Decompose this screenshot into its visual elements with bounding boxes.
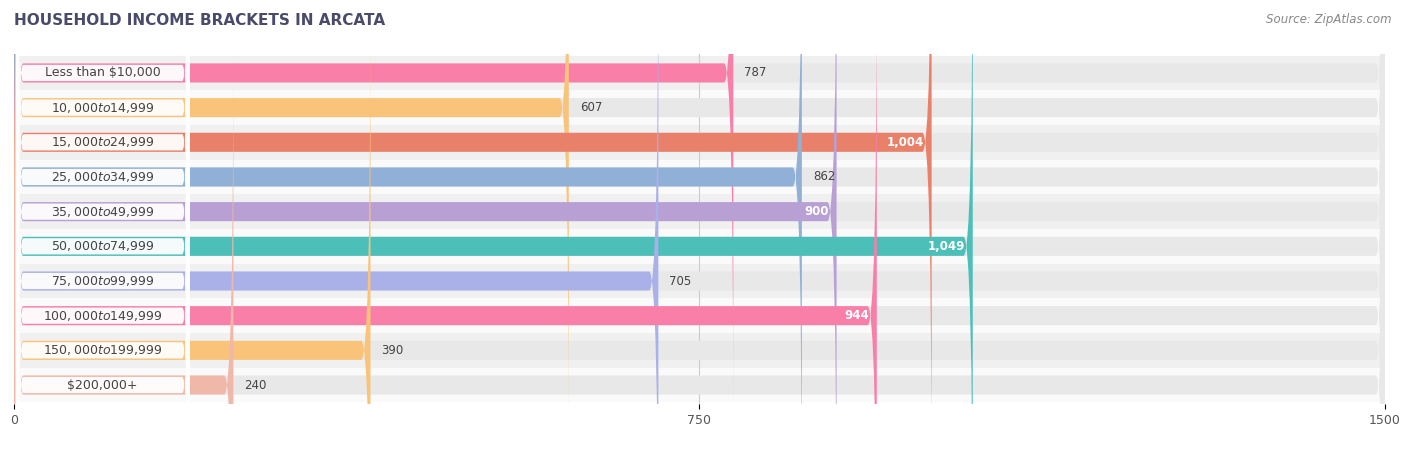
FancyBboxPatch shape — [14, 0, 1385, 449]
FancyBboxPatch shape — [14, 298, 1385, 333]
FancyBboxPatch shape — [15, 0, 190, 449]
Text: $15,000 to $24,999: $15,000 to $24,999 — [51, 135, 155, 150]
Text: 900: 900 — [804, 205, 830, 218]
Text: $25,000 to $34,999: $25,000 to $34,999 — [51, 170, 155, 184]
FancyBboxPatch shape — [14, 333, 1385, 368]
FancyBboxPatch shape — [15, 116, 190, 449]
Text: $35,000 to $49,999: $35,000 to $49,999 — [51, 205, 155, 219]
Text: 1,049: 1,049 — [928, 240, 966, 253]
FancyBboxPatch shape — [14, 90, 1385, 125]
FancyBboxPatch shape — [15, 12, 190, 449]
FancyBboxPatch shape — [14, 0, 837, 449]
FancyBboxPatch shape — [14, 0, 932, 449]
FancyBboxPatch shape — [14, 0, 877, 449]
FancyBboxPatch shape — [14, 48, 1385, 449]
FancyBboxPatch shape — [15, 0, 190, 446]
Text: 240: 240 — [245, 379, 267, 392]
FancyBboxPatch shape — [14, 194, 1385, 229]
FancyBboxPatch shape — [14, 0, 801, 449]
FancyBboxPatch shape — [15, 81, 190, 449]
FancyBboxPatch shape — [14, 13, 1385, 449]
FancyBboxPatch shape — [14, 0, 1385, 449]
Text: $75,000 to $99,999: $75,000 to $99,999 — [51, 274, 155, 288]
FancyBboxPatch shape — [14, 0, 569, 445]
Text: HOUSEHOLD INCOME BRACKETS IN ARCATA: HOUSEHOLD INCOME BRACKETS IN ARCATA — [14, 13, 385, 28]
FancyBboxPatch shape — [14, 264, 1385, 298]
FancyBboxPatch shape — [14, 0, 973, 449]
Text: $200,000+: $200,000+ — [67, 379, 138, 392]
FancyBboxPatch shape — [14, 0, 1385, 449]
Text: 944: 944 — [845, 309, 869, 322]
FancyBboxPatch shape — [14, 0, 734, 410]
FancyBboxPatch shape — [14, 0, 658, 449]
FancyBboxPatch shape — [14, 0, 1385, 410]
FancyBboxPatch shape — [14, 160, 1385, 194]
FancyBboxPatch shape — [14, 368, 1385, 402]
FancyBboxPatch shape — [14, 0, 1385, 445]
Text: 862: 862 — [813, 171, 835, 184]
Text: 787: 787 — [744, 66, 766, 79]
FancyBboxPatch shape — [15, 0, 190, 377]
FancyBboxPatch shape — [15, 46, 190, 449]
FancyBboxPatch shape — [15, 0, 190, 449]
Text: 607: 607 — [579, 101, 602, 114]
Text: Source: ZipAtlas.com: Source: ZipAtlas.com — [1267, 13, 1392, 26]
FancyBboxPatch shape — [14, 0, 1385, 449]
FancyBboxPatch shape — [14, 0, 1385, 449]
Text: Less than $10,000: Less than $10,000 — [45, 66, 160, 79]
FancyBboxPatch shape — [14, 48, 233, 449]
FancyBboxPatch shape — [15, 0, 190, 342]
Text: $150,000 to $199,999: $150,000 to $199,999 — [44, 343, 163, 357]
Text: 705: 705 — [669, 274, 692, 287]
FancyBboxPatch shape — [14, 13, 371, 449]
FancyBboxPatch shape — [14, 229, 1385, 264]
FancyBboxPatch shape — [14, 125, 1385, 160]
Text: $100,000 to $149,999: $100,000 to $149,999 — [44, 308, 163, 323]
FancyBboxPatch shape — [14, 0, 1385, 449]
Text: $50,000 to $74,999: $50,000 to $74,999 — [51, 239, 155, 253]
Text: $10,000 to $14,999: $10,000 to $14,999 — [51, 101, 155, 114]
Text: 1,004: 1,004 — [887, 136, 924, 149]
FancyBboxPatch shape — [14, 56, 1385, 90]
FancyBboxPatch shape — [15, 0, 190, 412]
Text: 390: 390 — [381, 344, 404, 357]
